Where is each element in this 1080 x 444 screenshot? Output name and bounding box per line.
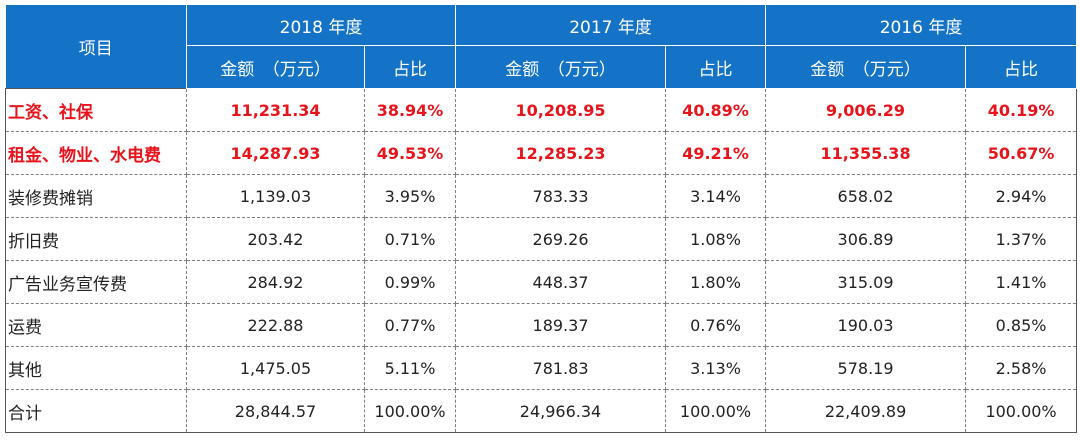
table-row: 工资、社保 11,231.34 38.94% 10,208.95 40.89% 9,006… [5, 88, 1078, 132]
ratio-cell: 0.77% [364, 303, 457, 347]
ratio-cell: 0.76% [665, 303, 767, 347]
ratio-cell: 3.95% [364, 174, 457, 218]
ratio-cell: 1.80% [665, 260, 767, 304]
ratio-cell: 0.71% [364, 217, 457, 261]
financial-table-container: 项目 2018 年度 2017 年度 2016 年度 金额 （万元） 占比 金额… [5, 5, 1078, 439]
amount-cell: 284.92 [186, 260, 365, 304]
amount-cell: 190.03 [765, 303, 967, 347]
ratio-cell: 1.37% [965, 217, 1078, 261]
amount-cell: 783.33 [455, 174, 667, 218]
amount-cell: 658.02 [765, 174, 967, 218]
table-row: 租金、物业、水电费 14,287.93 49.53% 12,285.23 49.21% 1… [5, 131, 1078, 175]
amount-cell: 315.09 [765, 260, 967, 304]
amount-cell: 306.89 [765, 217, 967, 261]
ratio-cell: 38.94% [364, 88, 457, 132]
table-row: 装修费摊销 1,139.03 3.95% 783.33 3.14% 658.02 2.94% [5, 174, 1078, 218]
row-label: 运费 [5, 303, 187, 347]
ratio-header: 占比 [364, 45, 457, 89]
amount-cell: 1,475.05 [186, 346, 365, 390]
row-label: 装修费摊销 [5, 174, 187, 218]
year-header-2016: 2016 年度 [765, 5, 1078, 46]
ratio-cell: 49.53% [364, 131, 457, 175]
amount-header: 金额 （万元） [455, 45, 667, 89]
amount-cell: 269.26 [455, 217, 667, 261]
amount-cell: 781.83 [455, 346, 667, 390]
ratio-cell: 100.00% [364, 389, 457, 433]
table-row: 折旧费 203.42 0.71% 269.26 1.08% 306.89 1.37% [5, 217, 1078, 261]
amount-cell: 203.42 [186, 217, 365, 261]
amount-cell: 24,966.34 [455, 389, 667, 433]
row-label: 其他 [5, 346, 187, 390]
ratio-cell: 1.41% [965, 260, 1078, 304]
table-row: 广告业务宣传费 284.92 0.99% 448.37 1.80% 315.09 1.41% [5, 260, 1078, 304]
row-label: 租金、物业、水电费 [5, 131, 187, 175]
header-row-years: 项目 2018 年度 2017 年度 2016 年度 [5, 5, 1078, 89]
amount-cell: 11,355.38 [765, 131, 967, 175]
amount-cell: 28,844.57 [186, 389, 365, 433]
row-label: 广告业务宣传费 [5, 260, 187, 304]
ratio-header: 占比 [665, 45, 767, 89]
amount-cell: 14,287.93 [186, 131, 365, 175]
amount-cell: 9,006.29 [765, 88, 967, 132]
ratio-header: 占比 [965, 45, 1078, 89]
row-label: 合计 [5, 389, 187, 433]
item-header: 项目 [5, 5, 187, 89]
table-row: 合计 28,844.57 100.00% 24,966.34 100.00% 22,409… [5, 389, 1078, 433]
ratio-cell: 40.89% [665, 88, 767, 132]
row-label: 折旧费 [5, 217, 187, 261]
amount-cell: 12,285.23 [455, 131, 667, 175]
expense-table: 项目 2018 年度 2017 年度 2016 年度 金额 （万元） 占比 金额… [5, 5, 1078, 433]
year-header-2017: 2017 年度 [455, 5, 767, 46]
amount-cell: 189.37 [455, 303, 667, 347]
ratio-cell: 50.67% [965, 131, 1078, 175]
table-row: 其他 1,475.05 5.11% 781.83 3.13% 578.19 2.58% [5, 346, 1078, 390]
ratio-cell: 2.94% [965, 174, 1078, 218]
header-row-columns: 金额 （万元） 占比 金额 （万元） 占比 金额 （万元） 占比 [6, 45, 1078, 89]
amount-cell: 578.19 [765, 346, 967, 390]
amount-header: 金额 （万元） [186, 45, 365, 89]
amount-cell: 10,208.95 [455, 88, 667, 132]
amount-cell: 222.88 [186, 303, 365, 347]
ratio-cell: 100.00% [965, 389, 1078, 433]
ratio-cell: 2.58% [965, 346, 1078, 390]
amount-header: 金额 （万元） [765, 45, 967, 89]
ratio-cell: 40.19% [965, 88, 1078, 132]
ratio-cell: 3.13% [665, 346, 767, 390]
ratio-cell: 0.85% [965, 303, 1078, 347]
ratio-cell: 3.14% [665, 174, 767, 218]
ratio-cell: 1.08% [665, 217, 767, 261]
year-header-2018: 2018 年度 [186, 5, 457, 46]
ratio-cell: 49.21% [665, 131, 767, 175]
table-body: 工资、社保 11,231.34 38.94% 10,208.95 40.89% 9,006… [5, 88, 1078, 433]
amount-cell: 1,139.03 [186, 174, 365, 218]
amount-cell: 11,231.34 [186, 88, 365, 132]
ratio-cell: 5.11% [364, 346, 457, 390]
ratio-cell: 0.99% [364, 260, 457, 304]
amount-cell: 22,409.89 [765, 389, 967, 433]
amount-cell: 448.37 [455, 260, 667, 304]
row-label: 工资、社保 [5, 88, 187, 132]
table-row: 运费 222.88 0.77% 189.37 0.76% 190.03 0.85% [5, 303, 1078, 347]
ratio-cell: 100.00% [665, 389, 767, 433]
